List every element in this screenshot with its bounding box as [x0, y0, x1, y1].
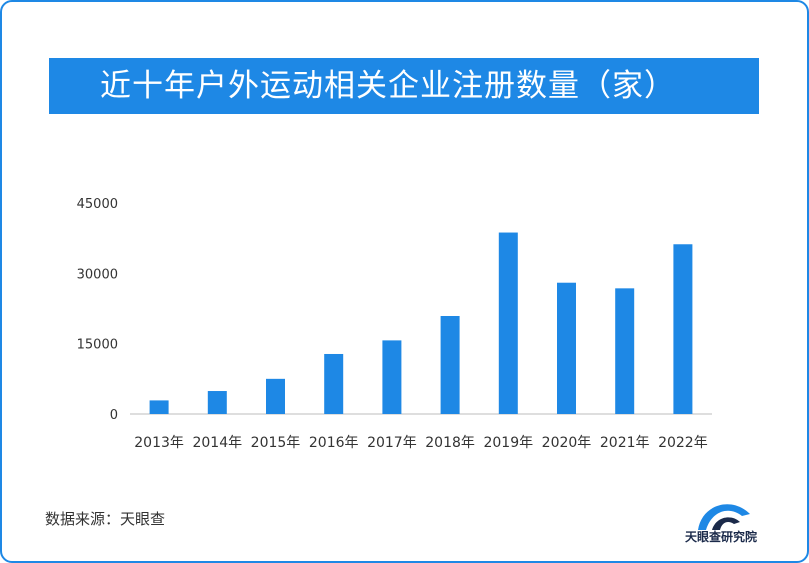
x-tick-label: 2017年 — [367, 435, 417, 451]
x-tick-label: 2015年 — [251, 435, 301, 451]
logo-label: 天眼查研究院 — [684, 530, 757, 544]
bar-2019年 — [498, 232, 518, 414]
x-tick-label: 2019年 — [483, 435, 533, 451]
title-banner — [49, 58, 759, 114]
x-tick-label: 2020年 — [542, 435, 592, 451]
x-tick-label: 2022年 — [658, 435, 708, 451]
x-tick-label: 2013年 — [134, 435, 184, 451]
bar-2018年 — [440, 316, 460, 414]
x-tick-label: 2021年 — [600, 435, 650, 451]
bar-2014年 — [207, 391, 227, 414]
bar-2020年 — [557, 282, 576, 414]
bar-2022年 — [673, 244, 693, 414]
bar-2013年 — [149, 400, 169, 414]
y-tick-label: 0 — [110, 408, 118, 423]
bar-2017年 — [382, 340, 402, 414]
y-tick-label: 15000 — [77, 338, 118, 353]
x-tick-label: 2014年 — [192, 435, 242, 451]
tianyancha-logo-icon — [698, 504, 750, 530]
x-tick-label: 2018年 — [425, 435, 475, 451]
chart-title: 近十年户外运动相关企业注册数量（家） — [100, 68, 676, 104]
bar-2021年 — [615, 288, 635, 414]
bar-2015年 — [266, 378, 285, 414]
x-tick-label: 2016年 — [309, 435, 359, 451]
y-tick-label: 30000 — [77, 267, 118, 282]
bar-2016年 — [324, 353, 344, 414]
y-tick-label: 45000 — [77, 197, 118, 212]
data-source-note: 数据来源：天眼查 — [45, 510, 166, 528]
